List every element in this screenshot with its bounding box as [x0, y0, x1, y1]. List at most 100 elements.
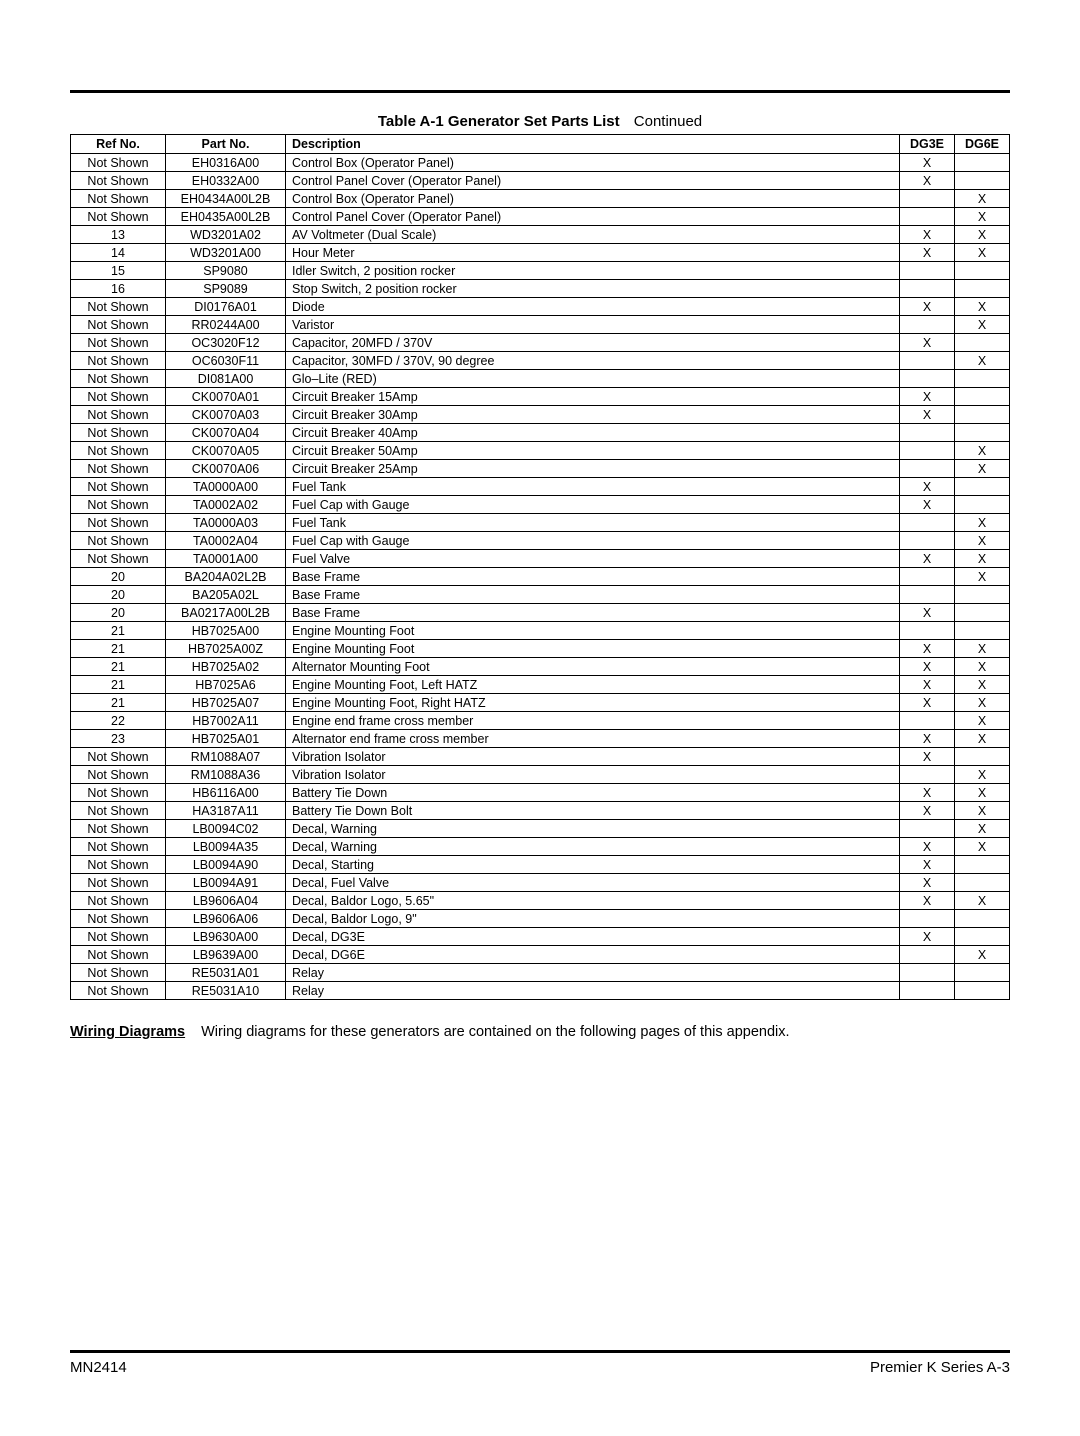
- cell-ref: 21: [71, 622, 166, 640]
- cell-ref: Not Shown: [71, 442, 166, 460]
- cell-dg6e: X: [955, 802, 1010, 820]
- cell-part: OC6030F11: [166, 352, 286, 370]
- cell-ref: Not Shown: [71, 388, 166, 406]
- table-row: 20BA0217A00L2BBase FrameX: [71, 604, 1010, 622]
- cell-ref: Not Shown: [71, 910, 166, 928]
- table-row: Not ShownRR0244A00VaristorX: [71, 316, 1010, 334]
- cell-ref: 21: [71, 640, 166, 658]
- cell-dg3e: X: [900, 928, 955, 946]
- cell-dg3e: [900, 946, 955, 964]
- cell-part: TA0002A04: [166, 532, 286, 550]
- cell-dg6e: [955, 496, 1010, 514]
- cell-ref: Not Shown: [71, 208, 166, 226]
- cell-dg6e: X: [955, 676, 1010, 694]
- cell-dg6e: [955, 586, 1010, 604]
- cell-dg3e: X: [900, 874, 955, 892]
- cell-part: LB9639A00: [166, 946, 286, 964]
- cell-desc: Decal, Baldor Logo, 9": [286, 910, 900, 928]
- cell-part: HB7025A01: [166, 730, 286, 748]
- cell-dg3e: [900, 982, 955, 1000]
- table-row: Not ShownRM1088A36Vibration IsolatorX: [71, 766, 1010, 784]
- table-row: 16SP9089Stop Switch, 2 position rocker: [71, 280, 1010, 298]
- cell-part: LB9606A04: [166, 892, 286, 910]
- cell-desc: Control Box (Operator Panel): [286, 190, 900, 208]
- table-row: 21HB7025A07Engine Mounting Foot, Right H…: [71, 694, 1010, 712]
- cell-dg3e: X: [900, 658, 955, 676]
- cell-dg3e: [900, 280, 955, 298]
- cell-dg6e: [955, 406, 1010, 424]
- cell-ref: Not Shown: [71, 928, 166, 946]
- cell-part: HB7025A00Z: [166, 640, 286, 658]
- table-row: Not ShownLB0094C02Decal, WarningX: [71, 820, 1010, 838]
- cell-part: CK0070A06: [166, 460, 286, 478]
- table-row: Not ShownDI081A00Glo–Lite (RED): [71, 370, 1010, 388]
- table-row: Not ShownHB6116A00Battery Tie DownXX: [71, 784, 1010, 802]
- table-row: 20BA205A02LBase Frame: [71, 586, 1010, 604]
- cell-dg3e: [900, 568, 955, 586]
- cell-desc: Circuit Breaker 40Amp: [286, 424, 900, 442]
- cell-desc: Diode: [286, 298, 900, 316]
- cell-dg6e: X: [955, 658, 1010, 676]
- footer-right: Premier K Series A-3: [870, 1359, 1010, 1376]
- table-row: Not ShownLB0094A91Decal, Fuel ValveX: [71, 874, 1010, 892]
- cell-ref: Not Shown: [71, 550, 166, 568]
- cell-ref: Not Shown: [71, 478, 166, 496]
- table-row: 14WD3201A00Hour MeterXX: [71, 244, 1010, 262]
- table-row: Not ShownOC6030F11Capacitor, 30MFD / 370…: [71, 352, 1010, 370]
- table-row: Not ShownCK0070A03Circuit Breaker 30AmpX: [71, 406, 1010, 424]
- cell-ref: 13: [71, 226, 166, 244]
- table-title-continued: Continued: [634, 113, 702, 130]
- cell-ref: 21: [71, 694, 166, 712]
- table-row: Not ShownCK0070A06Circuit Breaker 25AmpX: [71, 460, 1010, 478]
- cell-desc: Engine Mounting Foot, Right HATZ: [286, 694, 900, 712]
- table-row: Not ShownLB9630A00Decal, DG3EX: [71, 928, 1010, 946]
- wiring-heading: Wiring Diagrams: [70, 1024, 185, 1040]
- cell-dg6e: X: [955, 694, 1010, 712]
- wiring-note: Wiring Diagrams Wiring diagrams for thes…: [70, 1024, 1010, 1040]
- cell-desc: Alternator end frame cross member: [286, 730, 900, 748]
- cell-desc: Fuel Valve: [286, 550, 900, 568]
- cell-ref: Not Shown: [71, 514, 166, 532]
- cell-desc: Circuit Breaker 30Amp: [286, 406, 900, 424]
- table-row: Not ShownEH0435A00L2BControl Panel Cover…: [71, 208, 1010, 226]
- cell-dg3e: X: [900, 172, 955, 190]
- cell-dg6e: X: [955, 190, 1010, 208]
- cell-dg6e: [955, 910, 1010, 928]
- cell-dg6e: X: [955, 568, 1010, 586]
- cell-dg3e: [900, 442, 955, 460]
- table-row: 21HB7025A00ZEngine Mounting FootXX: [71, 640, 1010, 658]
- cell-desc: Battery Tie Down Bolt: [286, 802, 900, 820]
- cell-desc: Glo–Lite (RED): [286, 370, 900, 388]
- cell-ref: 20: [71, 604, 166, 622]
- cell-part: EH0332A00: [166, 172, 286, 190]
- table-row: Not ShownCK0070A01Circuit Breaker 15AmpX: [71, 388, 1010, 406]
- page-footer: MN2414 Premier K Series A-3: [70, 1350, 1010, 1376]
- cell-ref: 14: [71, 244, 166, 262]
- cell-dg3e: [900, 370, 955, 388]
- cell-desc: Circuit Breaker 15Amp: [286, 388, 900, 406]
- cell-dg6e: [955, 280, 1010, 298]
- cell-desc: Decal, Warning: [286, 838, 900, 856]
- cell-ref: Not Shown: [71, 838, 166, 856]
- cell-dg6e: X: [955, 244, 1010, 262]
- cell-dg6e: X: [955, 766, 1010, 784]
- cell-dg6e: X: [955, 352, 1010, 370]
- col-desc: Description: [286, 135, 900, 154]
- cell-dg3e: [900, 352, 955, 370]
- cell-part: DI081A00: [166, 370, 286, 388]
- cell-ref: Not Shown: [71, 748, 166, 766]
- col-ref: Ref No.: [71, 135, 166, 154]
- cell-dg6e: [955, 604, 1010, 622]
- cell-dg6e: [955, 334, 1010, 352]
- table-row: Not ShownEH0434A00L2BControl Box (Operat…: [71, 190, 1010, 208]
- cell-part: BA205A02L: [166, 586, 286, 604]
- cell-part: EH0435A00L2B: [166, 208, 286, 226]
- cell-dg6e: [955, 982, 1010, 1000]
- cell-dg3e: X: [900, 604, 955, 622]
- cell-dg3e: [900, 712, 955, 730]
- cell-dg6e: [955, 928, 1010, 946]
- cell-ref: Not Shown: [71, 532, 166, 550]
- table-row: Not ShownLB9639A00Decal, DG6EX: [71, 946, 1010, 964]
- col-part: Part No.: [166, 135, 286, 154]
- cell-dg6e: [955, 622, 1010, 640]
